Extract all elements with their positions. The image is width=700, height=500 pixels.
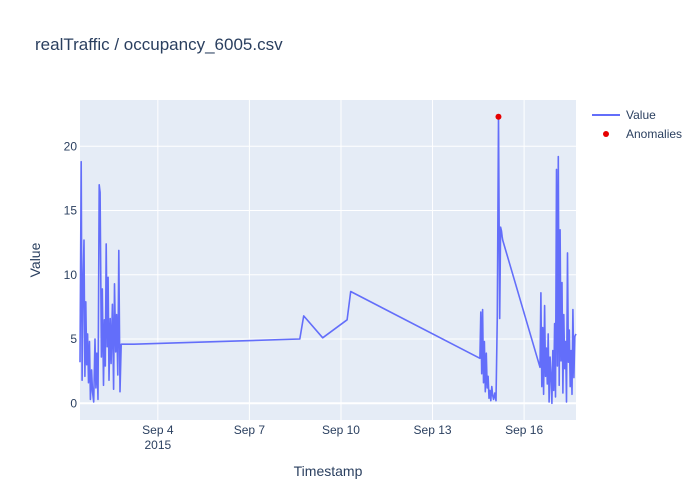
x-tick-label: Sep 7 <box>234 423 266 437</box>
x-tick-label: Sep 13 <box>414 423 452 437</box>
legend-anomaly-label: Anomalies <box>626 127 682 141</box>
legend-value-label: Value <box>626 108 656 122</box>
grid-lines <box>80 100 576 420</box>
anomaly-point <box>495 113 502 120</box>
x-axis-title: Timestamp <box>294 463 363 479</box>
y-tick-label: 10 <box>64 268 78 282</box>
y-tick-label: 0 <box>70 396 77 410</box>
legend: Value Anomalies <box>592 108 682 141</box>
y-axis-title: Value <box>27 242 43 277</box>
value-series-line <box>79 115 577 405</box>
y-tick-label: 15 <box>64 204 78 218</box>
x-tick-label: Sep 16 <box>505 423 543 437</box>
x-tick-label: Sep 10 <box>322 423 360 437</box>
y-tick-label: 5 <box>70 332 77 346</box>
series-layer <box>79 113 577 405</box>
y-tick-label: 20 <box>64 139 78 153</box>
chart-title: realTraffic / occupancy_6005.csv <box>35 35 283 54</box>
x-tick-sublabel: 2015 <box>144 438 171 452</box>
legend-anomaly-swatch <box>603 131 609 137</box>
x-tick-label: Sep 4 <box>142 423 174 437</box>
plot-area <box>80 100 576 420</box>
